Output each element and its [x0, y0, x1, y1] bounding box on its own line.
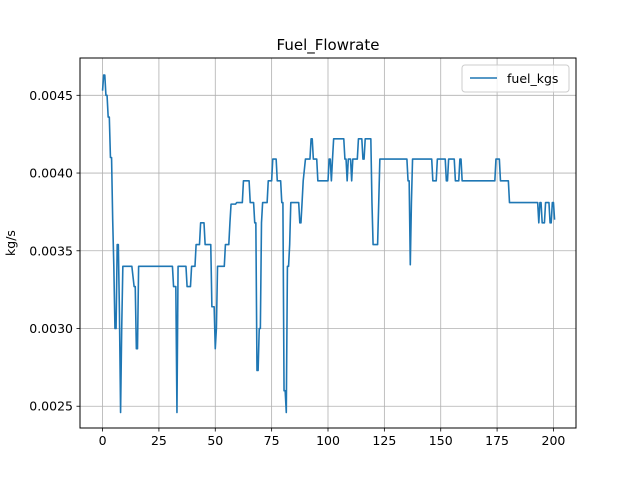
y-tick-label: 0.0045 [29, 88, 73, 103]
y-axis: 0.0025 0.0030 0.0035 0.0040 0.0045 [29, 88, 80, 414]
x-axis: 0 25 50 75 100 125 150 175 200 [99, 428, 566, 448]
x-tick-label: 125 [372, 433, 396, 448]
legend: fuel_kgs [461, 64, 570, 93]
y-axis-label: kg/s [3, 230, 18, 256]
x-tick-label: 200 [542, 433, 566, 448]
series-layer [101, 74, 556, 414]
x-tick-label: 175 [485, 433, 509, 448]
x-tick-label: 25 [151, 433, 167, 448]
series-line-fuel-kgs [101, 74, 556, 414]
x-tick-label: 75 [264, 433, 280, 448]
x-tick-label: 0 [99, 433, 107, 448]
x-tick-label: 50 [207, 433, 223, 448]
x-tick-label: 150 [429, 433, 453, 448]
y-tick-label: 0.0040 [29, 166, 73, 181]
x-tick-label: 100 [316, 433, 340, 448]
y-tick-label: 0.0025 [29, 399, 73, 414]
y-tick-label: 0.0030 [29, 321, 73, 336]
grid-lines [80, 58, 576, 428]
y-tick-label: 0.0035 [29, 243, 73, 258]
legend-label-fuel-kgs: fuel_kgs [507, 71, 558, 86]
legend-box [461, 64, 570, 93]
chart-title: Fuel_Flowrate [277, 36, 380, 55]
